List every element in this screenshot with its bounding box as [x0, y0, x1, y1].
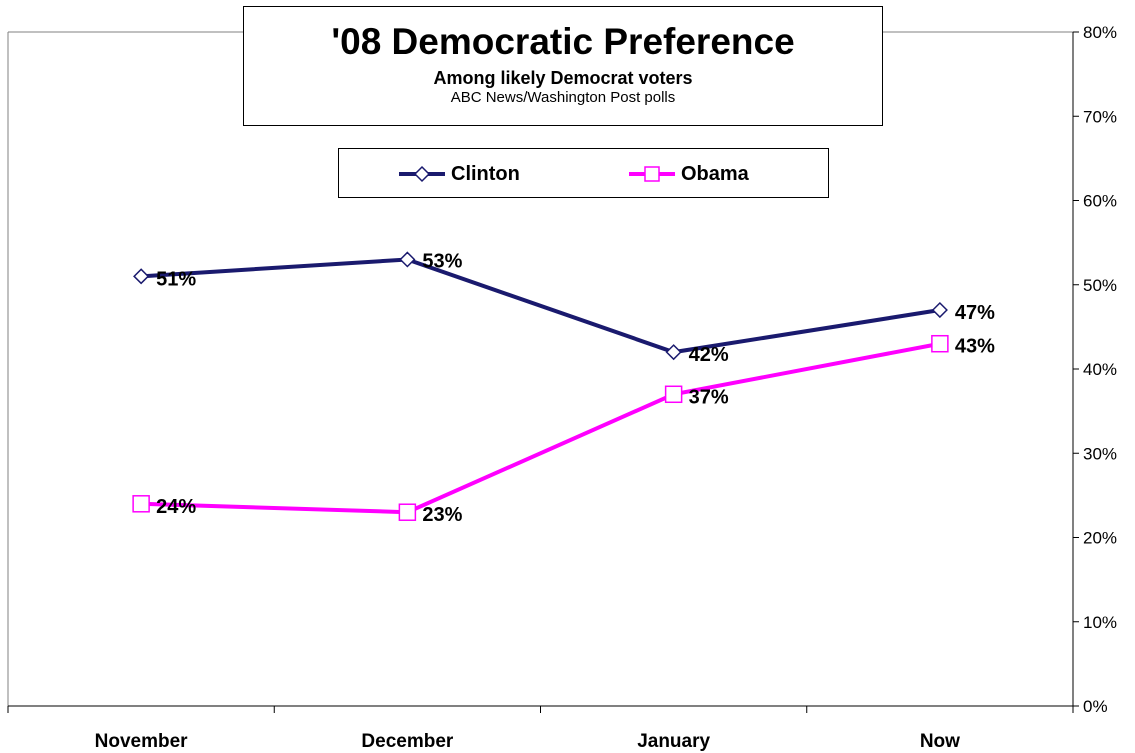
data-label-clinton: 47% [955, 302, 995, 324]
series-clinton: 51% 53% 42% 47% [133, 250, 995, 366]
legend-obama-icon [629, 166, 675, 182]
y-tick-label: 30% [1083, 444, 1117, 463]
legend-item-obama: Obama [627, 149, 749, 199]
y-tick-label: 0% [1083, 697, 1108, 716]
title-box: '08 Democratic Preference Among likely D… [243, 6, 883, 126]
point-obama [398, 503, 417, 521]
point-clinton [133, 268, 150, 285]
y-tick-label: 50% [1083, 276, 1117, 295]
point-clinton [931, 301, 948, 319]
legend-label-clinton: Clinton [451, 162, 520, 185]
data-label-obama: 37% [689, 386, 729, 408]
x-axis: November December January Now [7, 705, 1074, 752]
y-tick-label: 10% [1083, 613, 1117, 632]
legend: Clinton Obama [338, 148, 829, 198]
series-obama: 24% 23% 37% 43% [132, 334, 995, 526]
series-layer: 51% 53% 42% 47% 24% 23% 37% 43% [132, 250, 995, 526]
legend-label-obama: Obama [681, 162, 749, 185]
data-label-obama: 23% [422, 504, 462, 526]
data-label-obama: 24% [156, 496, 196, 518]
point-obama [931, 334, 949, 353]
point-obama [132, 495, 150, 513]
x-tick-label: Now [920, 731, 960, 752]
y-tick-label: 60% [1083, 192, 1117, 211]
x-tick-label: November [95, 731, 189, 752]
point-clinton [399, 251, 416, 268]
data-label-obama: 43% [955, 336, 995, 358]
data-label-clinton: 42% [689, 344, 729, 366]
legend-item-clinton: Clinton [397, 149, 520, 199]
chart-subtitle: Among likely Democrat voters [433, 68, 693, 88]
y-axis: 0% 10% 20% 30% 40% 50% 60% 70% 80% [1072, 23, 1117, 716]
chart-title: '08 Democratic Preference [331, 21, 795, 62]
series-line-clinton [140, 257, 941, 355]
plot-frame [7, 31, 1073, 706]
x-tick-label: January [637, 731, 710, 752]
point-obama [664, 385, 683, 404]
y-tick-label: 20% [1083, 529, 1117, 548]
data-label-clinton: 51% [156, 268, 196, 290]
point-clinton [665, 344, 682, 361]
y-tick-label: 40% [1083, 360, 1117, 379]
y-tick-label: 70% [1083, 107, 1117, 126]
series-line-obama [141, 341, 941, 515]
chart-source: ABC News/Washington Post polls [450, 89, 676, 106]
y-tick-label: 80% [1083, 23, 1117, 42]
x-tick-label: December [361, 731, 453, 752]
data-label-clinton: 53% [422, 250, 462, 272]
legend-clinton-icon [399, 165, 445, 183]
